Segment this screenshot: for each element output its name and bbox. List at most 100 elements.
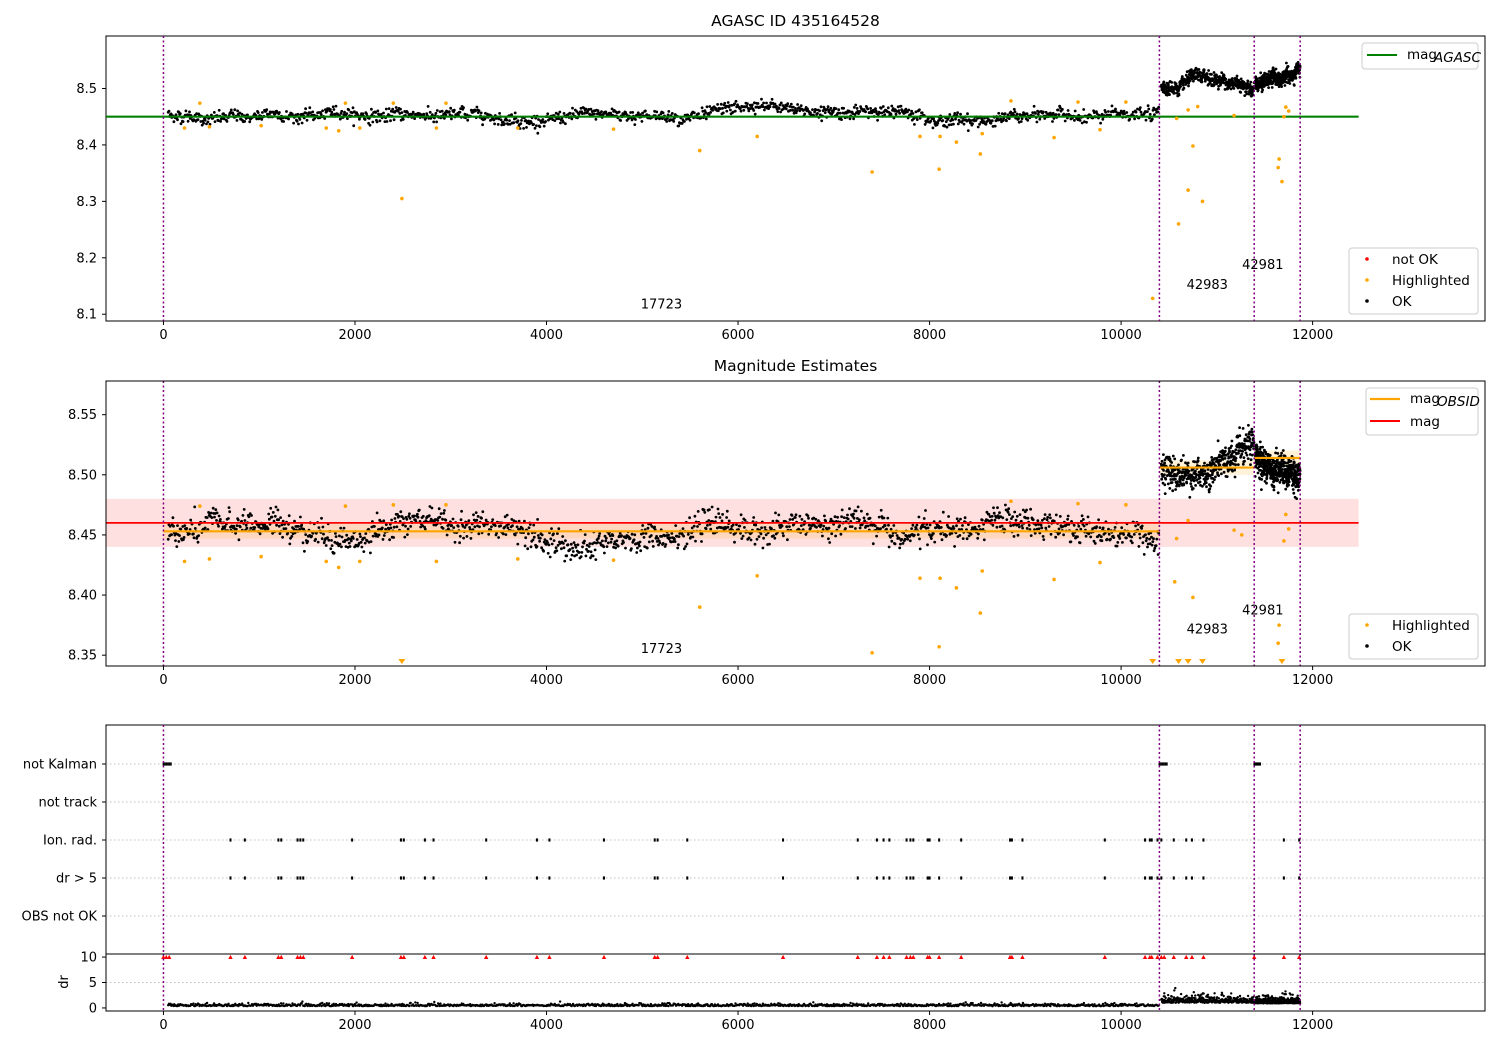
y-tick-label: 8.40: [68, 589, 97, 604]
ok-point: [1173, 457, 1177, 461]
ok-point: [597, 534, 601, 538]
ok-point: [583, 111, 586, 115]
ok-point: [1194, 484, 1197, 487]
ok-point: [653, 109, 656, 113]
ok-point: [1283, 84, 1287, 87]
ok-point: [800, 518, 804, 521]
ok-point: [1241, 427, 1245, 430]
ok-point: [581, 112, 584, 115]
ok-point: [827, 526, 831, 530]
ok-point: [974, 119, 978, 122]
ok-point: [846, 513, 849, 517]
ok-point: [1234, 463, 1237, 467]
ok-point: [1079, 527, 1083, 531]
ok-point: [1144, 118, 1148, 122]
ok-point: [635, 551, 639, 554]
ok-point: [340, 109, 344, 113]
highlighted-point: [1174, 536, 1179, 541]
flag-point: [165, 762, 168, 766]
ok-point: [911, 112, 915, 115]
ok-point: [1209, 484, 1213, 488]
ok-point: [462, 106, 465, 110]
ok-point: [916, 533, 920, 536]
ok-point: [406, 533, 409, 536]
ok-point: [1038, 117, 1042, 121]
highlighted-point: [1150, 296, 1155, 301]
ok-point: [434, 111, 438, 115]
ok-point: [388, 538, 391, 542]
ok-point: [874, 109, 878, 113]
ok-point: [1105, 537, 1109, 541]
highlighted-point: [1286, 109, 1291, 113]
ok-point: [639, 549, 643, 553]
ok-point: [1232, 87, 1236, 90]
ok-point: [887, 523, 890, 527]
ok-point: [838, 524, 841, 527]
y-tick-label: 8.50: [68, 468, 97, 483]
ok-point: [1003, 112, 1007, 115]
ok-point: [1095, 525, 1098, 529]
ok-point: [684, 545, 687, 548]
ok-point: [664, 543, 668, 546]
highlighted-point: [1191, 595, 1195, 600]
ok-point: [211, 506, 215, 510]
ok-point: [587, 545, 591, 548]
ok-point: [1275, 446, 1278, 450]
ok-point: [676, 546, 680, 550]
flag-point: [1257, 762, 1260, 766]
ok-point: [1012, 107, 1016, 111]
ok-point: [478, 525, 481, 529]
ok-point: [655, 110, 659, 114]
highlighted-point: [1239, 533, 1244, 537]
ok-point: [1272, 485, 1276, 489]
ok-point: [1089, 535, 1093, 539]
ok-point: [990, 518, 993, 522]
highlighted-point: [978, 152, 983, 156]
ok-point: [1039, 523, 1043, 527]
ok-point: [556, 112, 560, 116]
ok-point: [1268, 453, 1272, 457]
ok-point: [1142, 553, 1146, 556]
ok-point: [569, 542, 573, 546]
ok-point: [1294, 76, 1298, 80]
highlighted-point: [434, 559, 439, 564]
ok-point: [217, 514, 221, 518]
ok-point: [1210, 456, 1214, 459]
flag-point: [856, 838, 859, 842]
ok-point: [708, 508, 711, 511]
ok-point: [379, 112, 383, 116]
highlighted-point: [343, 504, 348, 508]
ok-point: [803, 112, 807, 116]
ok-point: [334, 104, 338, 108]
ok-point: [854, 527, 857, 530]
x-tick-label: 10000: [1100, 328, 1141, 343]
legend-label-mag-obsid-subscript: OBSID: [1437, 394, 1480, 410]
ok-point: [1234, 448, 1238, 452]
ok-point: [882, 516, 886, 520]
ok-point: [763, 526, 767, 529]
ok-point: [240, 112, 244, 116]
ok-point: [1189, 482, 1193, 486]
ok-point: [399, 107, 402, 111]
ok-point: [1041, 535, 1045, 538]
ok-point: [1270, 86, 1274, 89]
ok-point: [864, 110, 867, 114]
ok-point: [1268, 459, 1272, 463]
flag-point: [280, 876, 283, 880]
ok-point: [611, 534, 615, 537]
ok-point: [1180, 75, 1184, 78]
ok-point: [1025, 112, 1029, 116]
ok-point: [777, 513, 781, 517]
ok-point: [1160, 459, 1164, 463]
ok-point: [334, 532, 337, 535]
flag-point: [1148, 876, 1151, 880]
ok-point: [779, 110, 782, 114]
ok-point: [778, 103, 782, 107]
legend-swatch: [1365, 299, 1369, 303]
flag-row-label: OBS not OK: [22, 910, 98, 925]
ok-point: [1298, 64, 1302, 68]
ok-point: [519, 122, 523, 125]
highlighted-point: [434, 126, 439, 130]
